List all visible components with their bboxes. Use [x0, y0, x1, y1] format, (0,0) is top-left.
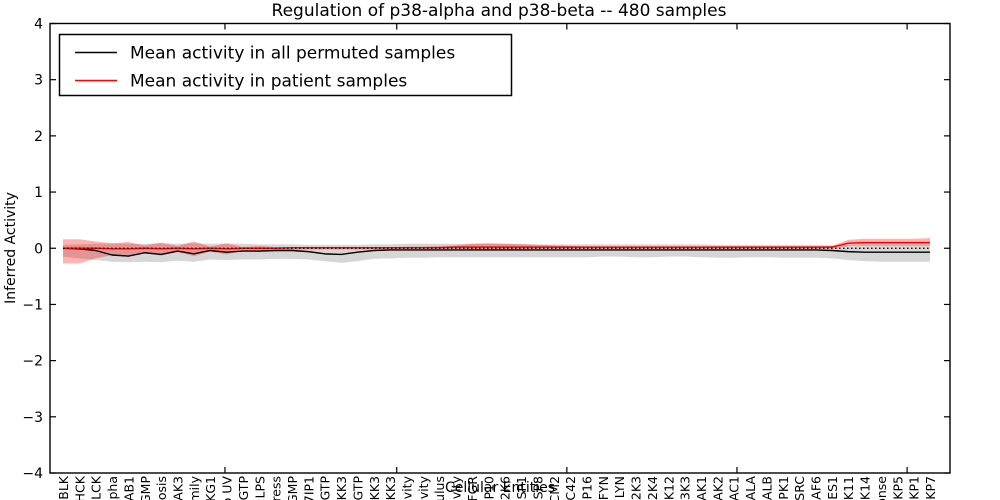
y-tick-label: 0 — [34, 241, 43, 257]
y-tick-label: −2 — [22, 354, 43, 370]
y-tick-label: 3 — [34, 73, 43, 89]
x-tick-label: RALB — [759, 476, 774, 500]
x-tick-label: MAP2K6 — [498, 476, 513, 500]
x-tick-label: PAK2 — [710, 476, 725, 500]
x-tick-label: SRC — [792, 476, 807, 500]
x-tick-label: RALA — [743, 476, 758, 500]
x-tick-label: epidermal growth factor receptor activit… — [449, 475, 464, 500]
chart-title: Regulation of p38-alpha and p38-beta -- … — [272, 1, 727, 21]
x-tick-label: mol:GTP — [236, 476, 251, 500]
y-tick-label: 4 — [34, 17, 43, 33]
x-tick-label: MAP2K4 — [645, 476, 660, 500]
x-tick-label: MAPK11 — [841, 476, 856, 500]
x-tick-label: RIP1/MEKK3 — [367, 476, 382, 500]
patient-confidence-band — [63, 238, 930, 264]
x-tick-label: RAC1-CDC42/GTP/PAK family — [187, 475, 202, 500]
x-tick-label: MAP2K3 — [629, 476, 644, 500]
x-tick-label: positive regulation of innate immune res… — [874, 476, 889, 500]
x-tick-label: RAL/GTP — [350, 476, 365, 500]
x-tick-label: p38alpha-beta/MKP5 — [890, 476, 905, 500]
x-tick-label: response to insulin stimulus — [432, 476, 447, 500]
x-tick-label: PAK1 — [694, 476, 709, 500]
x-tick-label: YES1 — [825, 476, 840, 500]
y-tick-label: 1 — [34, 185, 43, 201]
x-tick-label: p38alpha-beta/MKP7 — [923, 476, 938, 500]
x-tick-label: FGR — [465, 476, 480, 500]
x-tick-label: RIPK1 — [776, 476, 791, 500]
x-tick-label: RAC1 — [727, 476, 742, 500]
x-tick-label: PGK/cGMP — [138, 476, 153, 500]
x-tick-label: interleukin-1 receptor activity — [416, 475, 431, 500]
x-tick-label: PGK/cGMP/p38 alpha — [105, 476, 120, 500]
x-tick-label: apoptosis — [154, 476, 169, 500]
x-tick-label: tumor necrosis factor receptor activity — [400, 475, 415, 500]
x-tick-label: HCK — [72, 475, 87, 500]
x-tick-label: MAP3K7IP1 — [301, 476, 316, 500]
y-axis-label: Inferred Activity — [3, 192, 19, 304]
x-tick-label: TRAF6/MEKK3 — [383, 476, 398, 500]
x-tick-label: RAC1/OSM/MEKK3/MKK3 — [334, 476, 349, 500]
x-tick-label: LYN — [612, 476, 627, 498]
x-tick-label: response to UV — [220, 476, 235, 500]
x-tick-label: mol:cGMP — [285, 476, 300, 500]
x-tick-label: RAC1-CDC42/GTP — [318, 476, 333, 500]
x-tick-label: DUSP16 — [579, 476, 594, 500]
x-tick-label: FYN — [596, 476, 611, 500]
x-tick-label: CCM2 — [547, 476, 562, 500]
x-tick-label: PRKG1 — [203, 476, 218, 500]
x-tick-label: p38 alpha/TAB1 — [121, 476, 136, 500]
permuted-mean-line — [62, 247, 930, 257]
x-tick-label: DUSP1 — [514, 476, 529, 500]
y-tick-label: −4 — [22, 466, 43, 482]
y-tick-label: −3 — [22, 410, 43, 426]
x-tick-label: MAP3K12 — [661, 476, 676, 500]
y-tick-label: 2 — [34, 129, 43, 145]
x-tick-label: DUSP10 — [481, 476, 496, 500]
x-tick-label: mol:LPS — [252, 476, 267, 500]
x-tick-label: TRAF6 — [808, 476, 823, 500]
x-tick-label: CDC42 — [563, 476, 578, 500]
x-axis-label: Cellular Entities — [445, 480, 555, 496]
x-tick-label: response to stress — [269, 476, 284, 500]
x-tick-label: DUSP8 — [530, 476, 545, 500]
x-tick-label: p38alpha-beta/MKP1 — [907, 476, 922, 500]
x-tick-label: PAK3 — [171, 476, 186, 500]
legend-entry-permuted: Mean activity in all permuted samples — [130, 44, 455, 64]
legend-entry-patient: Mean activity in patient samples — [130, 72, 407, 92]
y-tick-label: −1 — [22, 297, 43, 313]
x-tick-label: LCK — [89, 475, 104, 500]
legend-box — [58, 33, 513, 97]
x-tick-label: MAPK14 — [858, 476, 873, 500]
x-tick-label: BLK — [56, 475, 71, 500]
x-tick-label: MAP3K3 — [678, 476, 693, 500]
